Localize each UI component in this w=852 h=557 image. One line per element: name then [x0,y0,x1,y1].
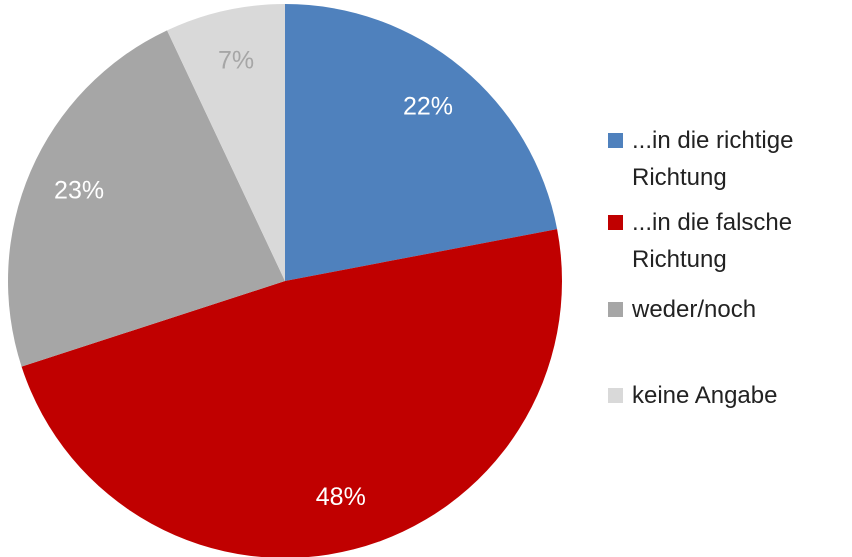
legend-label: ...in die falsche Richtung [632,209,793,273]
pie-slice [21,229,562,557]
pie-slice [285,4,558,281]
legend-label: keine Angabe [632,382,778,409]
legend-label: ...in die richtige Richtung [632,127,794,191]
data-label: 48% [316,483,366,511]
legend-item: ...in die richtige Richtung [608,122,847,196]
data-label: 22% [403,93,453,121]
legend-swatch [608,133,623,148]
legend-swatch [608,215,623,230]
legend-item: keine Angabe [608,377,847,414]
legend-item: ...in die falsche Richtung [608,204,847,278]
legend-swatch [608,388,623,403]
legend-label: weder/noch [632,296,757,323]
data-label: 7% [218,47,254,75]
pie-slice [7,30,286,367]
pie-slice [167,4,285,281]
legend-item: weder/noch [608,291,847,328]
legend-swatch [608,302,623,317]
data-label: 23% [54,177,104,205]
